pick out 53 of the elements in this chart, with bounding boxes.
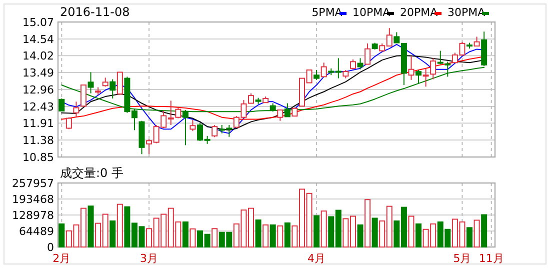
candlestick bbox=[474, 36, 480, 46]
y-tick-label: 12.43 bbox=[22, 100, 54, 114]
bar bbox=[255, 219, 262, 248]
y-tick-label: 11.38 bbox=[22, 134, 54, 148]
y-tick-label: 10.85 bbox=[22, 151, 54, 164]
legend-label: 20PMA bbox=[400, 6, 438, 19]
bar bbox=[416, 223, 422, 248]
bar bbox=[372, 218, 378, 248]
y-tick-label: 11.91 bbox=[22, 117, 54, 130]
bar bbox=[182, 221, 188, 248]
candlestick bbox=[364, 42, 371, 65]
bar bbox=[364, 199, 371, 248]
bar bbox=[408, 216, 414, 248]
candlestick bbox=[88, 72, 94, 94]
x-tick-label: 3月 bbox=[140, 252, 158, 265]
y-tick-label: 14.02 bbox=[22, 50, 54, 63]
y-tick-label: 15.07 bbox=[22, 16, 54, 29]
y-tick-label: 64489 bbox=[19, 225, 54, 238]
bar bbox=[357, 224, 364, 248]
bar bbox=[320, 210, 327, 248]
y-tick-label: 14.54 bbox=[22, 32, 54, 46]
candlestick bbox=[80, 84, 86, 107]
y-tick-label: 13.49 bbox=[22, 66, 54, 80]
bar bbox=[277, 225, 284, 248]
bar bbox=[466, 227, 473, 248]
bar bbox=[88, 206, 94, 248]
bar bbox=[110, 220, 116, 248]
y-tick-label: 0 bbox=[47, 241, 54, 254]
bar bbox=[314, 215, 320, 248]
y-tick-label: 193468 bbox=[12, 193, 54, 206]
y-tick-label: 257957 bbox=[12, 177, 54, 190]
bar bbox=[212, 228, 218, 248]
y-tick-label: 128978 bbox=[12, 209, 54, 222]
x-tick-label: 11月 bbox=[478, 252, 504, 265]
bar bbox=[284, 222, 290, 248]
bar bbox=[58, 223, 65, 248]
legend-label: 5PMA bbox=[312, 6, 343, 19]
bar bbox=[190, 228, 196, 248]
legend-label: 10PMA bbox=[352, 6, 391, 19]
x-tick-label: 5月 bbox=[453, 252, 472, 265]
bar bbox=[270, 224, 276, 248]
y-tick-label: 12.96 bbox=[22, 84, 54, 96]
chart-title: 2016-11-08 bbox=[60, 5, 130, 19]
bar bbox=[481, 214, 488, 248]
candlestick bbox=[408, 55, 414, 80]
x-tick-label: 2月 bbox=[52, 252, 71, 265]
candlestick bbox=[320, 62, 327, 78]
legend-label: 30PMA bbox=[448, 6, 486, 19]
bar bbox=[474, 220, 480, 248]
x-tick-label: 4月 bbox=[308, 252, 326, 265]
chart-title: 成交量:0 手 bbox=[60, 166, 124, 180]
bar bbox=[116, 204, 123, 248]
bar bbox=[262, 224, 269, 248]
